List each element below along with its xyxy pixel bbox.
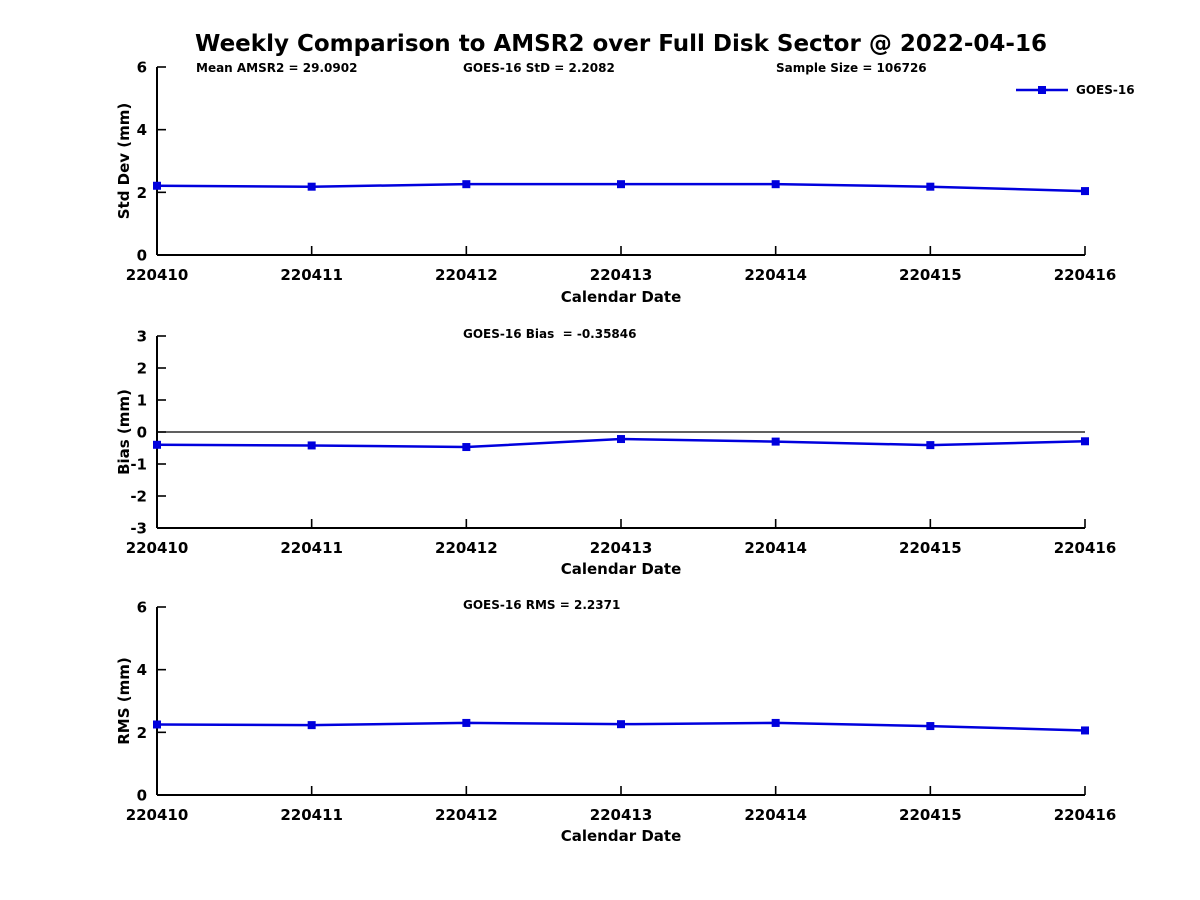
y-tick-label: 6 [137, 599, 147, 617]
y-tick-label: 0 [137, 247, 147, 265]
x-tick-label: 220412 [435, 266, 498, 284]
data-point [307, 182, 316, 191]
y-tick-label: 0 [137, 424, 147, 442]
data-point [1081, 187, 1089, 196]
legend-label: GOES-16 [1076, 83, 1135, 97]
x-axis-label-bias: Calendar Date [560, 560, 682, 578]
data-point [307, 441, 316, 450]
data-point [462, 718, 471, 727]
data-point [1081, 437, 1089, 446]
x-tick-label: 220416 [1054, 266, 1117, 284]
data-point [771, 718, 780, 727]
y-tick-label: -3 [130, 520, 147, 538]
annotation-goes16-rms: GOES-16 RMS = 2.2371 [463, 598, 621, 612]
x-tick-label: 220413 [590, 806, 653, 824]
data-point [617, 180, 625, 189]
annotation-mean-amsr2: Mean AMSR2 = 29.0902 [196, 61, 358, 75]
annotation-goes16-std: GOES-16 StD = 2.2082 [463, 61, 615, 75]
data-point [153, 440, 161, 449]
y-tick-label: 1 [137, 392, 147, 410]
data-point [462, 180, 471, 189]
data-point [771, 180, 780, 189]
legend-line-marker-icon [1016, 86, 1068, 94]
x-tick-label: 220413 [590, 539, 653, 557]
data-point [926, 441, 935, 450]
y-axis-label-stddev: Std Dev (mm) [115, 102, 133, 220]
y-tick-label: 2 [137, 184, 147, 202]
x-tick-label: 220414 [744, 539, 807, 557]
x-tick-label: 220413 [590, 266, 653, 284]
x-tick-label: 220410 [126, 539, 189, 557]
x-tick-label: 220412 [435, 539, 498, 557]
y-tick-label: 2 [137, 360, 147, 378]
x-tick-label: 220410 [126, 806, 189, 824]
data-point [153, 181, 161, 190]
y-tick-label: 4 [137, 121, 147, 139]
x-tick-label: 220415 [899, 806, 962, 824]
data-point [771, 437, 780, 446]
x-axis-label-stddev: Calendar Date [560, 288, 682, 306]
chart-rms: 0 2 4 6 220410 220411 220412 220413 220414 220415… [126, 599, 1117, 825]
data-point [462, 443, 471, 452]
y-tick-label: -2 [130, 488, 147, 506]
y-axis-label-bias: Bias (mm) [115, 389, 133, 475]
y-axis-label-rms: RMS (mm) [115, 657, 133, 745]
y-tick-label: -1 [130, 456, 147, 474]
annotation-goes16-bias: GOES-16 Bias = -0.35846 [463, 327, 637, 341]
x-tick-label: 220410 [126, 266, 189, 284]
x-tick-label: 220415 [899, 266, 962, 284]
data-point [617, 435, 625, 444]
x-tick-label: 220414 [744, 266, 807, 284]
legend: GOES-16 [1016, 82, 1186, 98]
x-tick-label: 220416 [1054, 806, 1117, 824]
y-tick-label: 4 [137, 661, 147, 679]
x-axis-label-rms: Calendar Date [560, 827, 682, 845]
data-point [617, 720, 625, 729]
y-tick-label: 3 [137, 328, 147, 346]
y-tick-label: 2 [137, 724, 147, 742]
x-tick-label: 220415 [899, 539, 962, 557]
data-point [926, 722, 935, 731]
x-tick-label: 220414 [744, 806, 807, 824]
chart-std-dev: 0 2 4 6 220410 220411 220412 220413 220414 220415… [126, 59, 1117, 285]
x-tick-label: 220416 [1054, 539, 1117, 557]
x-tick-label: 220411 [280, 806, 343, 824]
data-point [926, 182, 935, 191]
y-tick-label: 6 [137, 59, 147, 77]
x-tick-label: 220412 [435, 806, 498, 824]
data-point [307, 721, 316, 730]
figure-title: Weekly Comparison to AMSR2 over Full Dis… [195, 31, 1047, 57]
x-tick-label: 220411 [280, 539, 343, 557]
data-point [153, 720, 161, 729]
annotation-sample-size: Sample Size = 106726 [776, 61, 927, 75]
data-point [1081, 726, 1089, 735]
x-tick-label: 220411 [280, 266, 343, 284]
y-tick-label: 0 [137, 787, 147, 805]
